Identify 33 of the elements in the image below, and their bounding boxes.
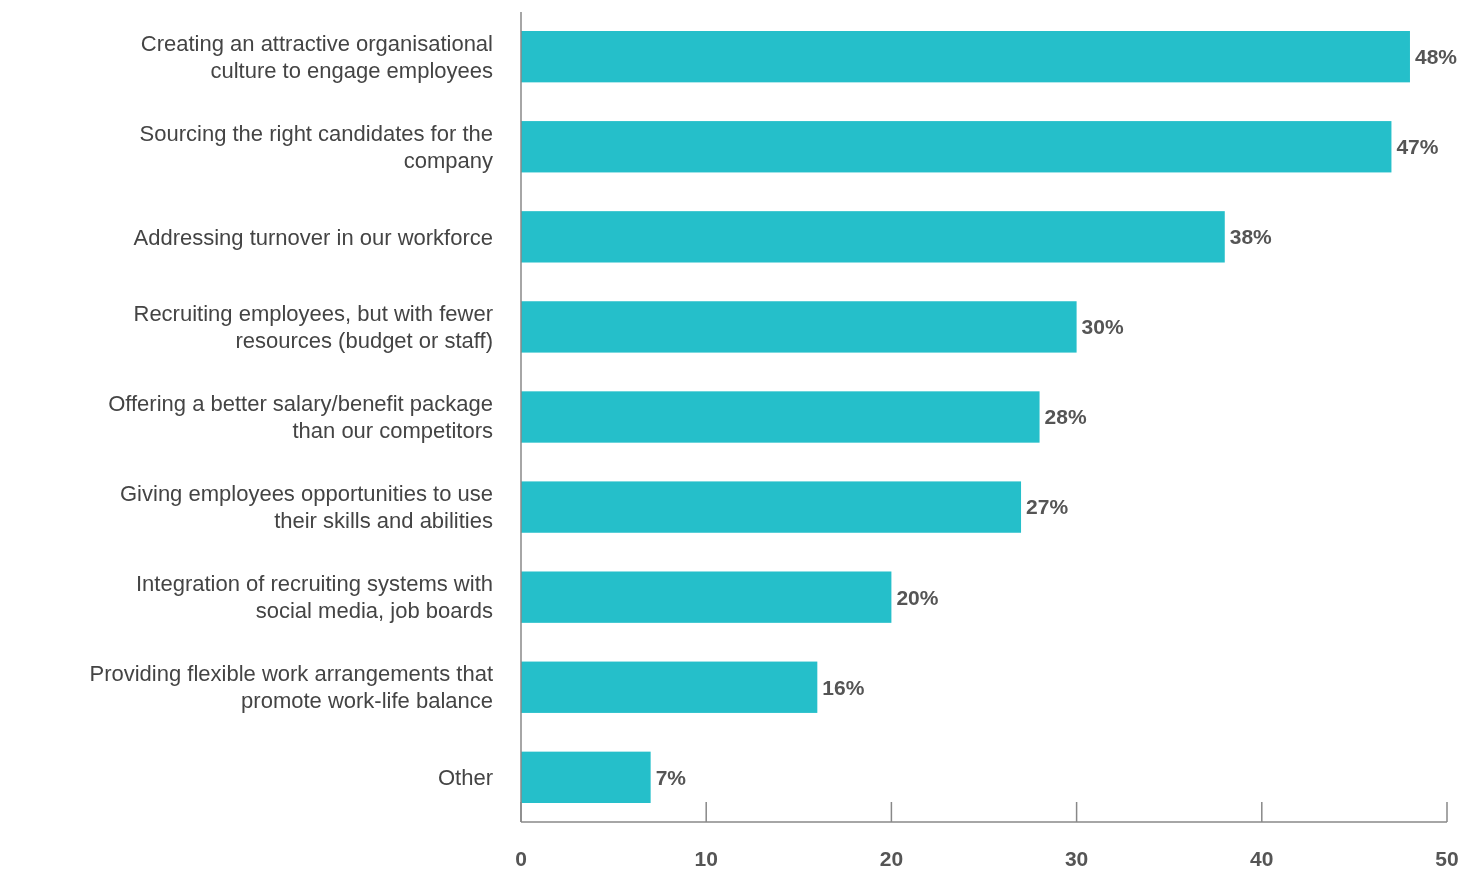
bar (521, 481, 1022, 533)
x-tick-label: 30 (1064, 847, 1089, 869)
y-tick-label: Providing flexible work arrangements that promote work-life balance (89, 661, 493, 714)
bar (521, 751, 651, 803)
x-tick-label: 40 (1250, 847, 1274, 869)
bar (521, 571, 892, 623)
y-tick-label: Integration of recruiting systems with social media, job boards (135, 571, 493, 624)
x-tick-label: 10 (694, 847, 718, 869)
data-label: 47% (1396, 135, 1439, 159)
y-tick-label: Other (437, 765, 493, 791)
data-label: 28% (1044, 405, 1087, 429)
bar (521, 301, 1077, 353)
data-label: 16% (822, 675, 865, 699)
y-tick-label: Creating an attractive organisational culture to engage employees (140, 30, 493, 83)
data-label: 38% (1229, 225, 1273, 249)
bar (521, 391, 1040, 443)
data-label: 30% (1081, 315, 1124, 339)
data-label: 27% (1026, 495, 1069, 519)
y-tick-label: Offering a better salary/benefit package than our competitors (108, 391, 493, 444)
y-tick-label: Recruiting employees, but with fewer resources (budget or staff) (133, 301, 493, 354)
y-tick-label: Sourcing the right candidates for the company (139, 120, 493, 173)
y-tick-label: Giving employees opportunities to use their skills and abilities (120, 481, 493, 534)
data-label: 7% (655, 765, 687, 789)
bar (521, 211, 1225, 263)
y-tick-label: Addressing turnover in our workforce (133, 224, 493, 250)
bar (521, 31, 1410, 83)
x-tick-label: 0 (515, 847, 527, 869)
x-tick-label: 20 (879, 847, 904, 869)
bar (521, 661, 818, 713)
data-label: 48% (1414, 45, 1458, 69)
data-label: 20% (896, 585, 939, 609)
x-tick-label: 50 (1435, 847, 1459, 869)
bar (521, 121, 1392, 173)
